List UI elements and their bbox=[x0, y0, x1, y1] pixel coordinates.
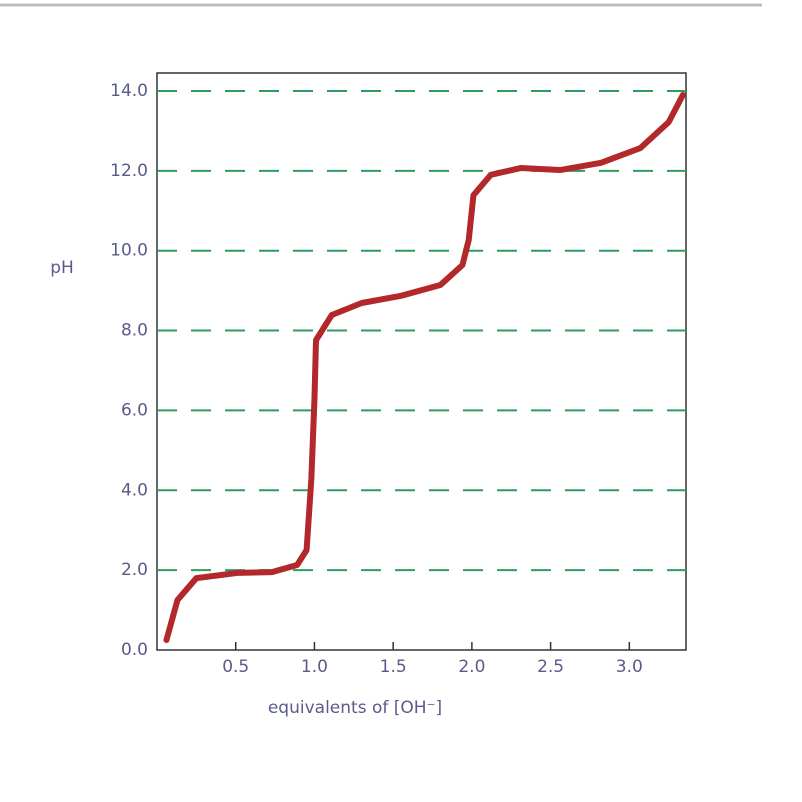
x-tick-label: 1.0 bbox=[301, 657, 328, 677]
y-axis-label: pH bbox=[50, 258, 74, 278]
x-tick-label: 1.5 bbox=[380, 657, 407, 677]
y-tick-label: 8.0 bbox=[121, 321, 148, 341]
x-tick-label: 0.5 bbox=[222, 657, 249, 677]
x-axis-label: equivalents of [OH⁻] bbox=[268, 698, 442, 718]
y-tick-label: 4.0 bbox=[121, 480, 148, 500]
y-tick-label: 12.0 bbox=[110, 161, 148, 181]
y-tick-label: 14.0 bbox=[110, 81, 148, 101]
y-tick-label: 10.0 bbox=[110, 241, 148, 261]
y-tick-label: 0.0 bbox=[121, 640, 148, 660]
x-tick-label: 2.0 bbox=[458, 657, 485, 677]
y-tick-label: 2.0 bbox=[121, 560, 148, 580]
x-tick-label: 2.5 bbox=[537, 657, 564, 677]
titration-curve bbox=[163, 91, 686, 644]
plot-frame bbox=[156, 72, 687, 651]
x-tick-label: 3.0 bbox=[616, 657, 643, 677]
y-tick-label: 6.0 bbox=[121, 400, 148, 420]
